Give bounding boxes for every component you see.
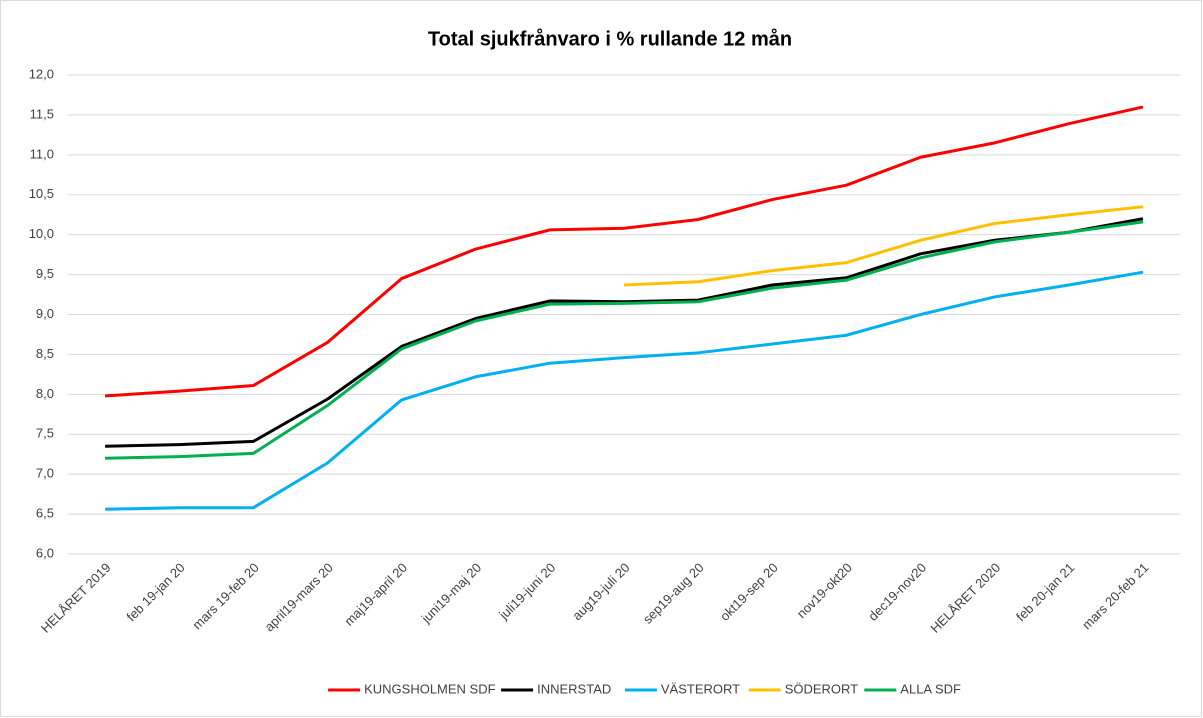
y-tick-label: 9,0 — [36, 306, 54, 321]
y-tick-label: 10,0 — [29, 226, 54, 241]
legend-label: INNERSTAD — [537, 681, 611, 696]
y-tick-label: 11,5 — [30, 106, 54, 121]
series-line — [104, 105, 1144, 398]
legend-label: ALLA SDF — [900, 681, 961, 696]
legend-label: VÄSTERORT — [661, 681, 740, 696]
legend-label: KUNGSHOLMEN SDF — [364, 681, 496, 696]
y-tick-label: 7,0 — [36, 466, 54, 481]
series-line — [105, 270, 1144, 511]
y-tick-label: 11,0 — [30, 146, 54, 161]
y-tick-label: 12,0 — [29, 66, 54, 81]
y-tick-label: 9,5 — [36, 266, 54, 281]
chart-title: Total sjukfrånvaro i % rullande 12 mån — [428, 27, 792, 50]
y-tick-label: 7,5 — [36, 426, 54, 441]
series-line — [105, 220, 1144, 460]
y-tick-label: 10,5 — [29, 186, 54, 201]
series-line — [623, 205, 1144, 287]
y-tick-label: 6,0 — [36, 545, 54, 560]
y-tick-label: 6,5 — [36, 506, 54, 521]
y-tick-label: 8,5 — [36, 346, 54, 361]
series-line — [105, 217, 1144, 448]
legend-label: SÖDERORT — [785, 681, 858, 696]
y-tick-label: 8,0 — [36, 386, 54, 401]
